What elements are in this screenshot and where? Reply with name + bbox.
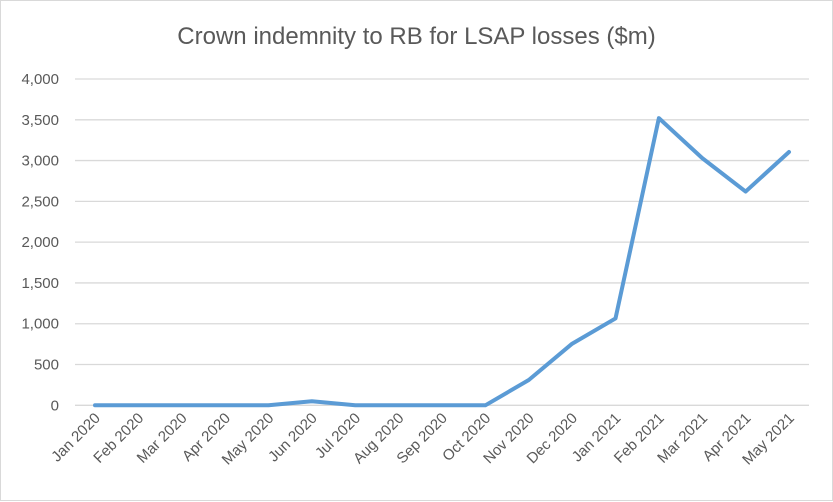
- y-tick-label: 500: [34, 357, 59, 374]
- y-tick-label: 3,000: [21, 153, 59, 170]
- y-tick-label: 1,000: [21, 316, 59, 333]
- y-tick-label: 2,500: [21, 193, 59, 210]
- y-tick-label: 4,000: [21, 71, 59, 88]
- y-tick-label: 2,000: [21, 234, 59, 251]
- series-line: [95, 118, 789, 405]
- y-tick-label: 0: [51, 397, 59, 414]
- y-tick-label: 1,500: [21, 275, 59, 292]
- y-tick-label: 3,500: [21, 112, 59, 129]
